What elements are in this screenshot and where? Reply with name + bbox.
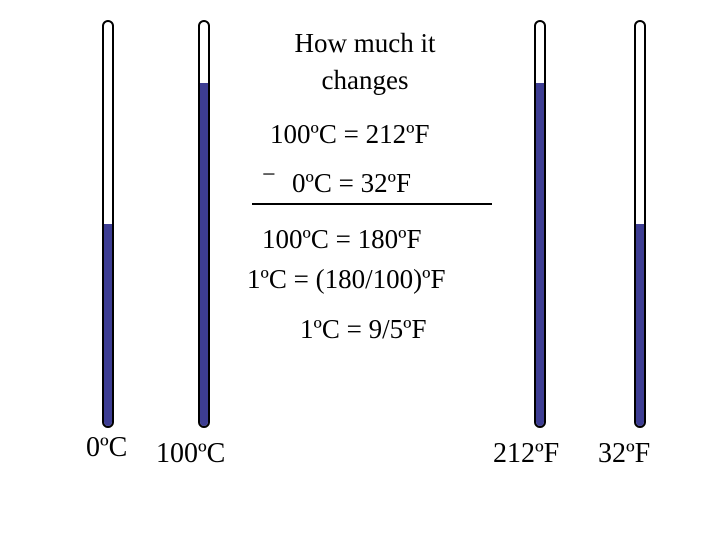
- heading-line-2: changes: [321, 65, 409, 95]
- mercury-column: [636, 224, 644, 426]
- equation-ratio: 1ºC = (180/100)ºF: [247, 264, 446, 294]
- mercury-column: [536, 83, 544, 426]
- heading-line-1: How much it: [294, 28, 436, 58]
- thermometer-celsius-100: [198, 20, 210, 428]
- label-100-celsius: 100ºC: [156, 438, 226, 469]
- subtraction-line: [252, 203, 492, 205]
- mercury-column: [200, 83, 208, 426]
- thermometer-celsius-0: [102, 20, 114, 428]
- mercury-column: [104, 224, 112, 426]
- label-212-fahrenheit: 212ºF: [493, 438, 560, 469]
- thermometer-fahrenheit-212: [534, 20, 546, 428]
- equation-subtrahend: 0ºC = 32ºF: [292, 168, 411, 198]
- label-32-fahrenheit: 32ºF: [598, 438, 651, 469]
- equation-top: 100ºC = 212ºF: [270, 119, 430, 149]
- equation-result: 100ºC = 180ºF: [262, 224, 422, 254]
- label-0-celsius: 0ºC: [86, 432, 128, 463]
- thermometer-fahrenheit-32: [634, 20, 646, 428]
- minus-sign: −: [262, 162, 276, 188]
- equation-simplified: 1ºC = 9/5ºF: [300, 314, 427, 344]
